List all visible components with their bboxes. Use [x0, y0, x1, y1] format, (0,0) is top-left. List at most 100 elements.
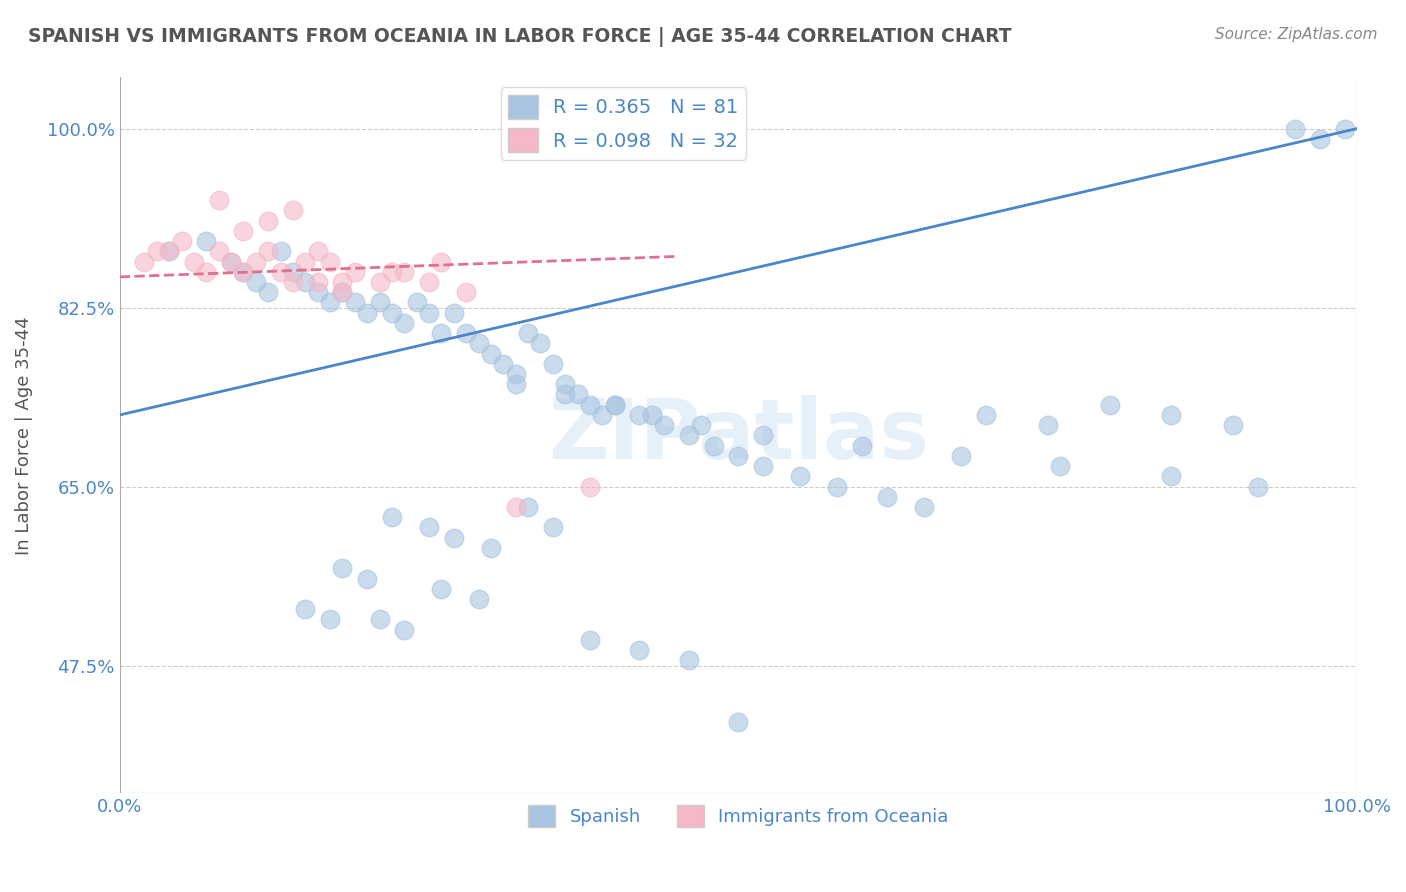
- Point: [183, 254, 205, 268]
- Point: [281, 275, 304, 289]
- Point: [430, 582, 453, 596]
- Point: [603, 398, 626, 412]
- Point: [157, 244, 180, 259]
- Point: [157, 244, 180, 259]
- Point: [332, 275, 354, 289]
- Point: [146, 244, 169, 259]
- Point: [690, 418, 713, 433]
- Point: [1333, 121, 1355, 136]
- Point: [827, 479, 849, 493]
- Point: [517, 326, 540, 340]
- Point: [603, 398, 626, 412]
- Point: [554, 377, 576, 392]
- Point: [332, 285, 354, 300]
- Point: [232, 265, 254, 279]
- Point: [505, 500, 527, 514]
- Point: [257, 244, 280, 259]
- Point: [394, 265, 416, 279]
- Point: [245, 275, 267, 289]
- Point: [418, 520, 440, 534]
- Point: [281, 203, 304, 218]
- Point: [678, 653, 700, 667]
- Point: [245, 254, 267, 268]
- Point: [554, 387, 576, 401]
- Point: [974, 408, 997, 422]
- Point: [727, 714, 749, 729]
- Point: [307, 285, 329, 300]
- Point: [579, 479, 602, 493]
- Point: [678, 428, 700, 442]
- Point: [541, 520, 564, 534]
- Point: [456, 285, 478, 300]
- Point: [394, 623, 416, 637]
- Point: [381, 265, 404, 279]
- Point: [641, 408, 664, 422]
- Point: [430, 326, 453, 340]
- Point: [418, 275, 440, 289]
- Point: [492, 357, 515, 371]
- Point: [443, 306, 465, 320]
- Point: [579, 632, 602, 647]
- Point: [332, 561, 354, 575]
- Point: [467, 592, 489, 607]
- Text: SPANISH VS IMMIGRANTS FROM OCEANIA IN LABOR FORCE | AGE 35-44 CORRELATION CHART: SPANISH VS IMMIGRANTS FROM OCEANIA IN LA…: [28, 27, 1012, 46]
- Point: [294, 275, 316, 289]
- Point: [1036, 418, 1059, 433]
- Point: [232, 265, 254, 279]
- Y-axis label: In Labor Force | Age 35-44: In Labor Force | Age 35-44: [15, 316, 32, 555]
- Text: ZIPatlas: ZIPatlas: [548, 395, 929, 476]
- Point: [368, 275, 391, 289]
- Point: [479, 541, 502, 555]
- Point: [789, 469, 811, 483]
- Point: [319, 295, 342, 310]
- Point: [628, 408, 651, 422]
- Point: [541, 357, 564, 371]
- Point: [219, 254, 242, 268]
- Text: Source: ZipAtlas.com: Source: ZipAtlas.com: [1215, 27, 1378, 42]
- Point: [270, 265, 292, 279]
- Point: [307, 275, 329, 289]
- Point: [479, 346, 502, 360]
- Point: [208, 244, 231, 259]
- Point: [170, 234, 193, 248]
- Point: [950, 449, 973, 463]
- Point: [356, 572, 378, 586]
- Point: [219, 254, 242, 268]
- Point: [443, 531, 465, 545]
- Point: [467, 336, 489, 351]
- Point: [1160, 408, 1182, 422]
- Point: [1247, 479, 1270, 493]
- Point: [368, 295, 391, 310]
- Point: [257, 213, 280, 227]
- Point: [343, 295, 366, 310]
- Point: [628, 643, 651, 657]
- Point: [1160, 469, 1182, 483]
- Point: [208, 193, 231, 207]
- Point: [368, 612, 391, 626]
- Point: [1309, 132, 1331, 146]
- Point: [381, 510, 404, 524]
- Point: [343, 265, 366, 279]
- Point: [529, 336, 551, 351]
- Point: [418, 306, 440, 320]
- Point: [281, 265, 304, 279]
- Point: [591, 408, 613, 422]
- Point: [195, 234, 218, 248]
- Point: [505, 367, 527, 381]
- Point: [257, 285, 280, 300]
- Point: [319, 254, 342, 268]
- Point: [381, 306, 404, 320]
- Point: [912, 500, 935, 514]
- Point: [652, 418, 675, 433]
- Legend: Spanish, Immigrants from Oceania: Spanish, Immigrants from Oceania: [520, 798, 956, 834]
- Point: [1049, 459, 1071, 474]
- Point: [356, 306, 378, 320]
- Point: [1222, 418, 1244, 433]
- Point: [752, 459, 775, 474]
- Point: [270, 244, 292, 259]
- Point: [567, 387, 589, 401]
- Point: [134, 254, 156, 268]
- Point: [703, 439, 725, 453]
- Point: [195, 265, 218, 279]
- Point: [456, 326, 478, 340]
